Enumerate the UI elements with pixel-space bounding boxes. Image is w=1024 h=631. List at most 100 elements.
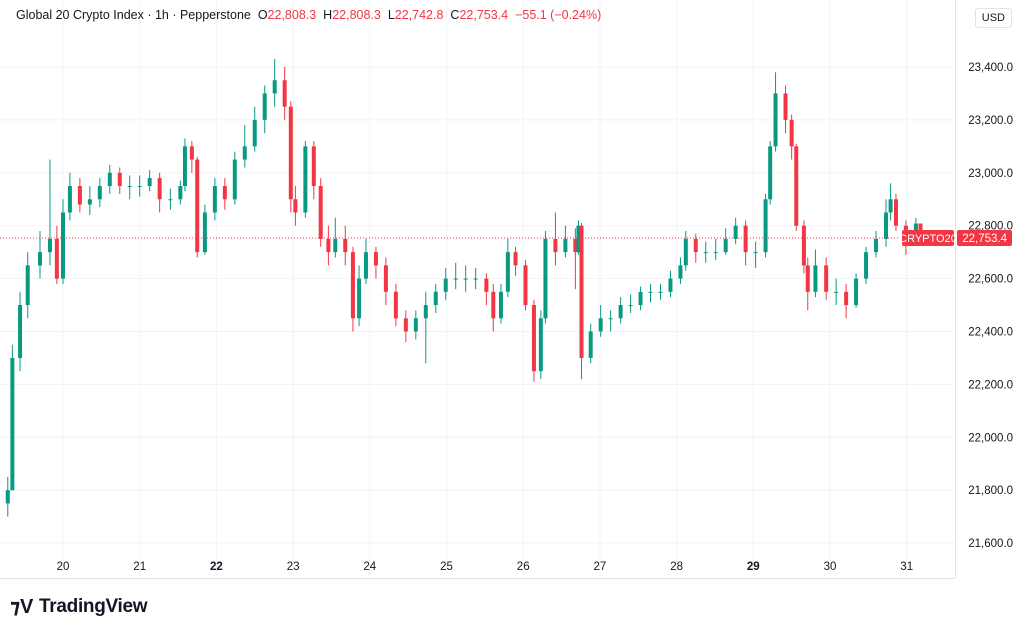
candle-up — [683, 238, 688, 266]
time-tick-label: 21 — [133, 561, 146, 573]
symbol-legend: Global 20 Crypto Index · 1h · Pepperston… — [16, 8, 601, 22]
candle-up — [773, 93, 778, 147]
candle-down — [579, 225, 584, 358]
symbol-tag — [902, 230, 954, 247]
candle-up — [443, 278, 448, 292]
candle-up — [182, 146, 187, 187]
time-tick-label: 29 — [747, 561, 760, 573]
price-tick-label: 23,000.0 — [968, 168, 1013, 180]
currency-button[interactable]: USD — [974, 8, 1012, 28]
time-tick-label: 27 — [594, 561, 607, 573]
price-tick-label: 22,200.0 — [968, 379, 1013, 391]
candle-up — [453, 278, 458, 280]
candle-up — [628, 305, 633, 307]
candle-up — [473, 278, 478, 280]
candle-down — [77, 186, 82, 205]
candle-down — [801, 225, 806, 266]
candle-up — [608, 318, 613, 320]
candle-up — [576, 225, 581, 253]
tradingview-logo[interactable]: ⁊V TradingView — [10, 594, 148, 619]
candle-up — [5, 490, 10, 504]
candle-down — [553, 238, 558, 253]
candle-up — [47, 238, 52, 253]
candle-up — [262, 93, 267, 120]
last-price-tag — [957, 230, 1012, 247]
candle-down — [573, 238, 578, 253]
candle-up — [563, 238, 568, 253]
candle-up — [413, 318, 418, 332]
candle-down — [783, 93, 788, 120]
candle-up — [232, 159, 237, 200]
candle-up — [463, 278, 468, 280]
candle-up — [127, 186, 132, 188]
candle-up — [18, 305, 23, 358]
candle-down — [343, 238, 348, 253]
last-price-label: 22,753.4 — [962, 233, 1007, 245]
time-tick-label: 22 — [210, 561, 223, 573]
candle-up — [713, 252, 718, 254]
candle-down — [383, 265, 388, 292]
candle-down — [393, 291, 398, 319]
candle-up — [202, 212, 207, 253]
candle-up — [505, 252, 510, 292]
candle-up — [753, 252, 758, 254]
change-value: −55.1 (−0.24%) — [515, 8, 602, 22]
symbol-title: Global 20 Crypto Index · 1h · Pepperston… — [16, 8, 251, 22]
candle-up — [10, 357, 15, 491]
candle-down — [824, 265, 829, 292]
price-tick-label: 23,200.0 — [968, 115, 1013, 127]
high-value: 22,808.3 — [332, 8, 381, 22]
tradingview-logo-icon: ⁊V — [10, 596, 34, 618]
candle-up — [137, 186, 142, 188]
time-tick-label: 26 — [517, 561, 530, 573]
candle-up — [888, 199, 893, 213]
candle-up — [648, 291, 653, 293]
candle-down — [222, 186, 227, 200]
price-tick-label: 22,600.0 — [968, 274, 1013, 286]
candle-down — [117, 172, 122, 187]
time-tick-label: 24 — [363, 561, 376, 573]
candle-up — [883, 212, 888, 239]
candle-up — [363, 252, 368, 279]
candle-up — [168, 199, 173, 201]
candle-down — [157, 178, 162, 200]
time-tick-label: 20 — [57, 561, 70, 573]
candle-down — [693, 238, 698, 253]
candle-up — [433, 291, 438, 306]
candle-up — [178, 186, 183, 200]
candle-down — [293, 199, 298, 213]
candle-down — [288, 106, 293, 200]
price-tick-label: 22,800.0 — [968, 221, 1013, 233]
candle-up — [874, 238, 879, 253]
candle-down — [743, 225, 748, 253]
candle-up — [678, 265, 683, 279]
candle-down — [491, 291, 496, 319]
candle-down — [805, 265, 810, 292]
candle-up — [147, 178, 152, 187]
candle-up — [357, 278, 362, 319]
candle-up — [107, 172, 112, 187]
price-tick-label: 21,800.0 — [968, 485, 1013, 497]
candle-up — [67, 186, 72, 213]
candle-up — [333, 238, 338, 253]
high-label: H — [323, 8, 333, 22]
candle-up — [813, 265, 818, 292]
symbol-tag-label: CRYPTO20 — [899, 233, 957, 245]
candle-down — [789, 119, 794, 147]
candle-down — [373, 252, 378, 266]
candle-up — [37, 252, 42, 266]
candle-up — [97, 186, 102, 200]
candle-down — [54, 238, 59, 279]
candle-up — [658, 291, 663, 293]
time-tick-label: 25 — [440, 561, 453, 573]
low-label: L — [387, 8, 395, 22]
candle-up — [498, 291, 503, 319]
candle-down — [350, 252, 355, 319]
candle-down — [403, 318, 408, 332]
candle-down — [318, 186, 323, 239]
low-value: 22,742.8 — [394, 8, 444, 22]
candle-up — [538, 318, 543, 372]
brand-name: TradingView — [39, 595, 148, 617]
close-value: 22,753.4 — [459, 8, 509, 22]
